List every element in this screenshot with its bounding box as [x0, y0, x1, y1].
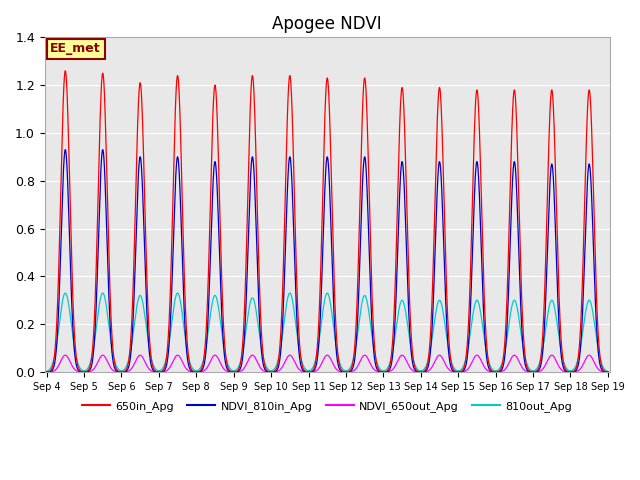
Text: EE_met: EE_met: [51, 42, 101, 55]
Title: Apogee NDVI: Apogee NDVI: [273, 15, 382, 33]
Legend: 650in_Apg, NDVI_810in_Apg, NDVI_650out_Apg, 810out_Apg: 650in_Apg, NDVI_810in_Apg, NDVI_650out_A…: [77, 397, 577, 417]
